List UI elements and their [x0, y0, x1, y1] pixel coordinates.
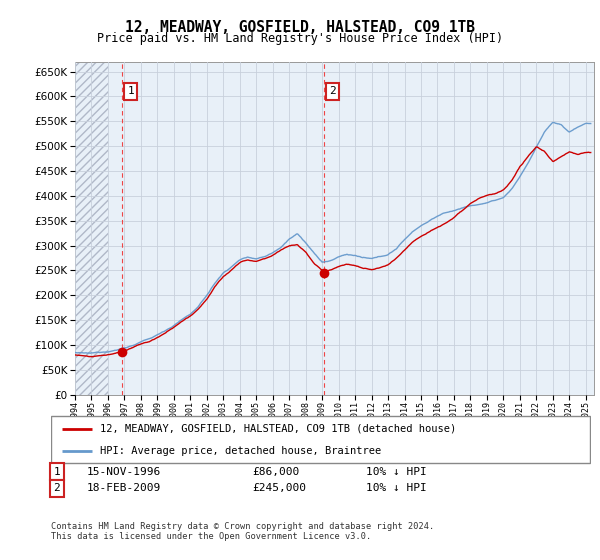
Bar	[75, 62, 108, 395]
FancyBboxPatch shape	[51, 416, 590, 463]
Text: £86,000: £86,000	[252, 466, 299, 477]
Text: 2: 2	[329, 86, 336, 96]
Text: 12, MEADWAY, GOSFIELD, HALSTEAD, CO9 1TB: 12, MEADWAY, GOSFIELD, HALSTEAD, CO9 1TB	[125, 20, 475, 35]
Text: 1: 1	[53, 466, 61, 477]
Text: Contains HM Land Registry data © Crown copyright and database right 2024.: Contains HM Land Registry data © Crown c…	[51, 522, 434, 531]
Text: £245,000: £245,000	[252, 483, 306, 493]
Text: 1: 1	[127, 86, 134, 96]
Text: 18-FEB-2009: 18-FEB-2009	[87, 483, 161, 493]
Text: 15-NOV-1996: 15-NOV-1996	[87, 466, 161, 477]
Text: This data is licensed under the Open Government Licence v3.0.: This data is licensed under the Open Gov…	[51, 532, 371, 541]
Text: 12, MEADWAY, GOSFIELD, HALSTEAD, CO9 1TB (detached house): 12, MEADWAY, GOSFIELD, HALSTEAD, CO9 1TB…	[100, 423, 456, 433]
Text: 10% ↓ HPI: 10% ↓ HPI	[366, 483, 427, 493]
Text: Price paid vs. HM Land Registry's House Price Index (HPI): Price paid vs. HM Land Registry's House …	[97, 32, 503, 45]
Text: HPI: Average price, detached house, Braintree: HPI: Average price, detached house, Brai…	[100, 446, 381, 456]
Text: 2: 2	[53, 483, 61, 493]
Text: 10% ↓ HPI: 10% ↓ HPI	[366, 466, 427, 477]
